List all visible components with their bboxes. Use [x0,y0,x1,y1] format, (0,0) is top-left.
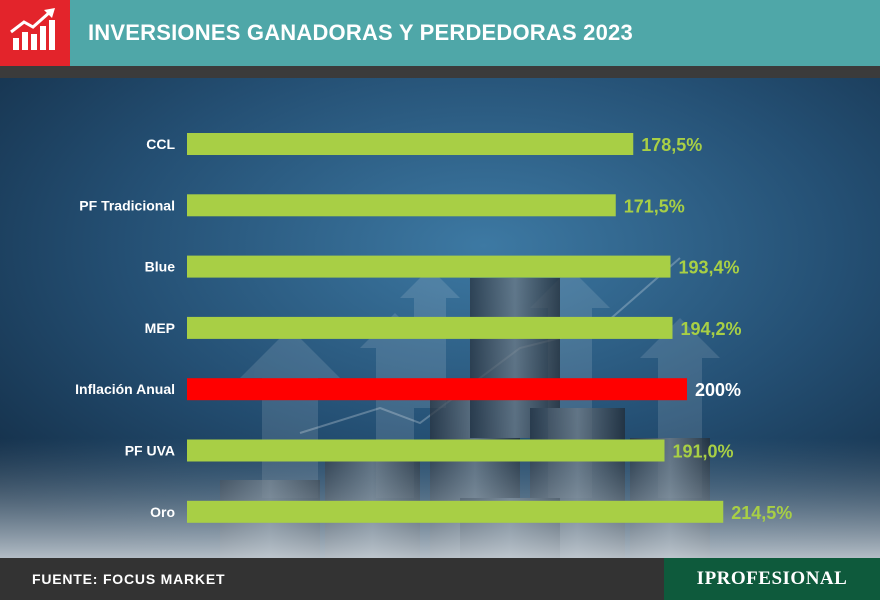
value-label-mep: 194,2% [681,319,742,339]
value-label-inflacion-anual: 200% [695,380,741,400]
category-label-mep: MEP [145,320,175,336]
page-title: INVERSIONES GANADORAS Y PERDEDORAS 2023 [88,20,633,45]
category-label-oro: Oro [150,504,175,520]
bars-group: CCL 178,5% PF Tradicional 171,5% Blue 193,4% M… [75,133,792,523]
category-label-blue: Blue [145,259,176,275]
bar-inflacion-anual [187,378,687,401]
category-label-ccl: CCL [146,136,175,152]
value-label-pf-tradicional: 171,5% [624,196,685,216]
bar-pf-uva [187,439,665,462]
header-bar: INVERSIONES GANADORAS Y PERDEDORAS 2023 [0,0,880,66]
bar-mep [187,316,673,339]
bar-ccl [187,133,634,155]
coins-background-image [0,78,880,558]
value-label-pf-uva: 191,0% [673,442,734,462]
bar-chart: CCL 178,5% PF Tradicional 171,5% Blue 193,4% M… [75,133,792,523]
category-label-inflacion-anual: Inflación Anual [75,381,175,397]
category-label-pf-tradicional: PF Tradicional [79,197,175,213]
source-note: FUENTE: FOCUS MARKET [32,571,226,587]
footer-bar: FUENTE: FOCUS MARKET IPROFESIONAL [0,558,880,600]
rising-bar-chart-icon [10,8,55,50]
brand-logo: IPROFESIONAL [664,558,880,600]
bar-pf-tradicional [187,194,616,217]
value-label-blue: 193,4% [679,258,740,278]
value-label-oro: 214,5% [731,503,792,523]
header-divider [0,66,880,78]
value-label-ccl: 178,5% [641,135,702,155]
logo-box [0,0,70,66]
bar-blue [187,255,671,278]
category-label-pf-uva: PF UVA [125,443,175,459]
bar-oro [187,500,724,523]
